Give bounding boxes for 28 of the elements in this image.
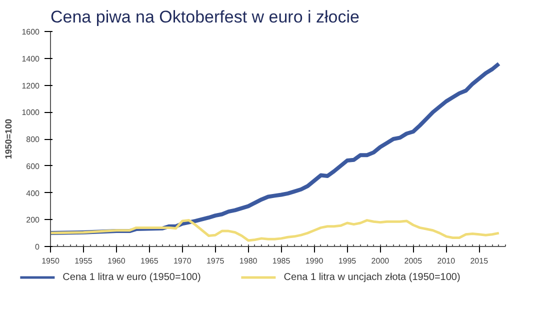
x-tick-label: 1995	[338, 256, 357, 266]
y-tick-label: 600	[26, 162, 40, 171]
x-tick-label: 1960	[108, 256, 126, 266]
legend-label: Cena 1 litra w uncjach złota (1950=100)	[284, 272, 460, 282]
y-axis-title: 1950=100	[4, 118, 14, 160]
legend-label: Cena 1 litra w euro (1950=100)	[62, 272, 201, 282]
y-tick-label: 1000	[22, 108, 40, 118]
line-series	[50, 219, 500, 242]
x-tick-label: 2010	[437, 256, 456, 266]
x-tick-label: 1965	[140, 256, 159, 266]
x-tick-label: 1955	[74, 256, 93, 266]
x-tick-label: 1980	[239, 256, 258, 266]
y-tick-label: 1200	[22, 81, 40, 90]
x-tick-label: 1970	[173, 256, 192, 266]
x-tick-label: 2015	[470, 256, 489, 266]
y-tick-label: 1600	[22, 28, 40, 36]
y-tick-label: 400	[26, 188, 40, 198]
x-tick-label: 1975	[206, 256, 225, 266]
x-tick-label: 2000	[371, 256, 390, 266]
y-tick-label: 200	[26, 216, 40, 225]
y-tick-label: 0	[35, 242, 40, 252]
chart-title: Cena piwa na Oktoberfest w euro i złocie	[50, 8, 360, 26]
x-tick-label: 2005	[404, 256, 423, 266]
x-tick-label: 1950	[42, 256, 60, 266]
x-tick-label: 1985	[272, 256, 291, 266]
x-tick-label: 1990	[305, 256, 324, 266]
y-tick-label: 1400	[22, 54, 40, 64]
y-tick-label: 800	[26, 135, 40, 144]
